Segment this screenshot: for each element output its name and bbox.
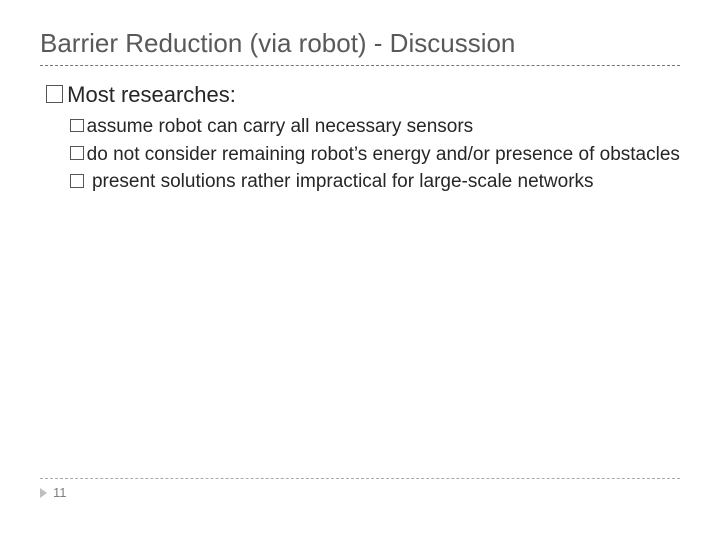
square-bullet-icon xyxy=(70,119,84,133)
bullet-level2-text: assume robot can carry all necessary sen… xyxy=(87,116,474,137)
square-bullet-icon xyxy=(70,146,84,160)
bullet-level2-item: do not consider remaining robot’s energy… xyxy=(70,142,680,168)
page-number: 11 xyxy=(53,485,67,500)
footer-divider xyxy=(40,478,680,479)
bullet-level2-text: present solutions rather impractical for… xyxy=(87,171,594,192)
slide-title: Barrier Reduction (via robot) - Discussi… xyxy=(40,28,680,59)
square-bullet-icon xyxy=(70,174,84,188)
bullet-level2-item: assume robot can carry all necessary sen… xyxy=(70,114,680,140)
bullet-level1: Most researches: xyxy=(46,80,680,110)
slide: Barrier Reduction (via robot) - Discussi… xyxy=(0,0,720,540)
slide-footer: 11 xyxy=(40,478,680,500)
bullet-level2-text: do not consider remaining robot’s energy… xyxy=(87,144,680,165)
title-divider xyxy=(40,65,680,66)
bullet-level2-item: present solutions rather impractical for… xyxy=(70,169,680,195)
page-arrow-icon xyxy=(40,488,47,498)
square-bullet-icon xyxy=(46,85,63,102)
bullet-level1-text: Most researches: xyxy=(67,82,236,107)
page-indicator: 11 xyxy=(40,485,680,500)
bullet-level2-list: assume robot can carry all necessary sen… xyxy=(70,114,680,195)
